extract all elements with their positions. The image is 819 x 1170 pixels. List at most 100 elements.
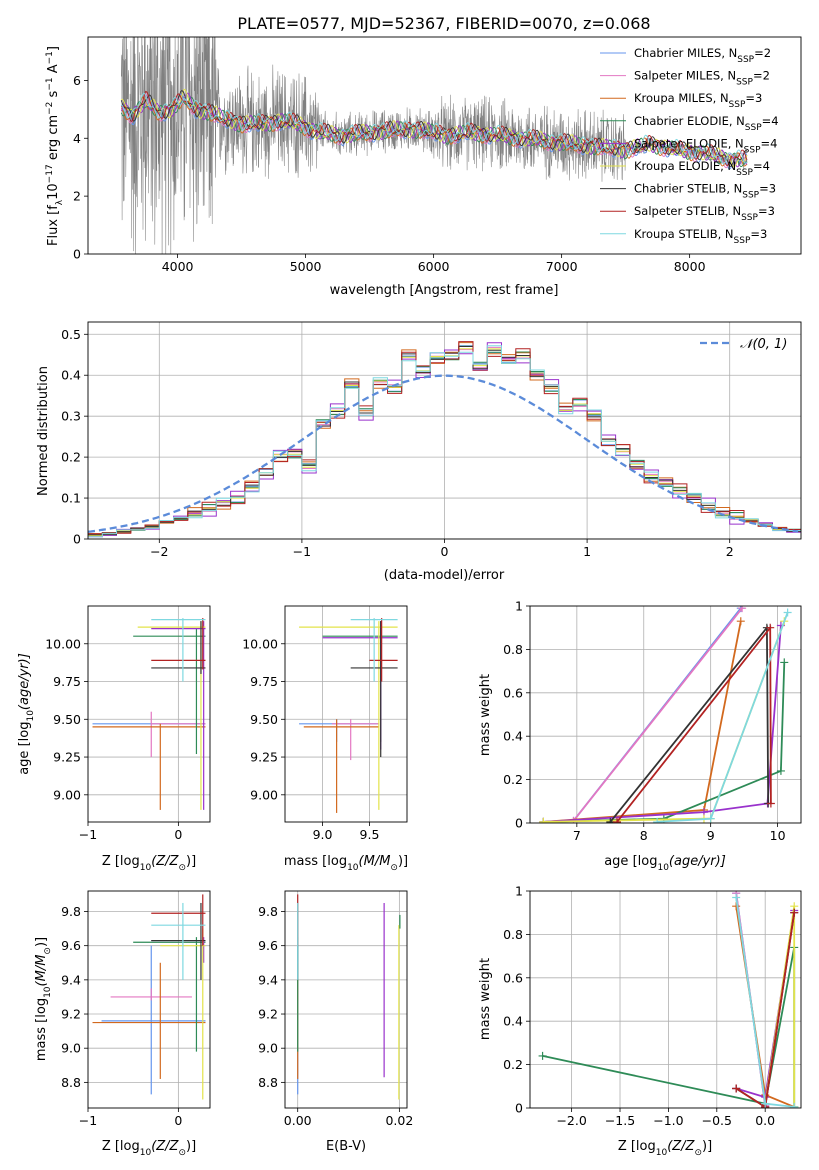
label-part: s xyxy=(46,90,61,101)
x-tick-label: 0 xyxy=(174,1113,182,1128)
label-part: Z [log xyxy=(102,1139,140,1154)
label-part: −2 xyxy=(45,102,55,115)
label-part: 10 xyxy=(656,1148,668,1158)
normal-reference-curve xyxy=(88,374,799,533)
y-axis-label: age [log10(age/yr)] xyxy=(17,653,36,775)
point-marker xyxy=(606,817,615,823)
label-part: SSP xyxy=(744,145,761,155)
y-tick-label: 9.50 xyxy=(53,712,81,727)
y-tick-label: 8.8 xyxy=(61,1075,81,1090)
point-marker xyxy=(732,893,741,902)
x-tick-label: 0 xyxy=(174,827,182,842)
point-marker xyxy=(790,908,799,917)
y-tick-label: 0.8 xyxy=(503,927,523,942)
x-axis-label: (data-model)/error xyxy=(384,568,505,583)
y-tick-label: 0 xyxy=(515,1101,523,1116)
label-part: 10 xyxy=(43,986,53,998)
x-axis-label: age [log10(age/yr)] xyxy=(604,854,726,873)
x-tick-label: −1 xyxy=(293,544,311,559)
y-tick-label: 10.00 xyxy=(45,636,81,651)
y-tick-label: 0 xyxy=(515,816,523,831)
plot-area xyxy=(530,606,801,823)
axes-frame xyxy=(87,890,211,1109)
axes-residuals: −2 −1 0 1 2 0 0.1 0.2 0.3 0.4 0.5 𝒩(0, 1) (data-mode… xyxy=(36,321,802,583)
legend-label: Chabrier MILES, NSSP=2 xyxy=(634,46,771,65)
plot-area xyxy=(285,606,407,822)
label-part: age [log xyxy=(604,854,657,869)
label-part: )] xyxy=(702,1139,712,1154)
legend-label: Chabrier STELIB, NSSP=3 xyxy=(634,182,776,201)
label-part: λ xyxy=(55,199,65,205)
mass-weight-line xyxy=(543,662,786,823)
x-tick-label: −1 xyxy=(79,827,97,842)
mass-weight-line xyxy=(543,625,782,823)
label-part: Z [log xyxy=(102,854,140,869)
label-part: Kroupa ELODIE, N xyxy=(634,159,736,173)
model-spectrum xyxy=(121,90,748,166)
y-tick-label: 9.6 xyxy=(61,938,81,953)
y-tick-label: 0.2 xyxy=(503,772,523,787)
label-part: Salpeter ELODIE, N xyxy=(634,136,744,150)
histogram-series xyxy=(88,345,801,538)
y-tick-label: 0 xyxy=(73,247,81,262)
y-tick-label: 0.4 xyxy=(503,1014,523,1029)
y-tick-label: 0.2 xyxy=(61,450,81,465)
y-tick-label: 9.2 xyxy=(61,1007,81,1022)
x-tick-label: 1 xyxy=(583,544,591,559)
y-tick-label: 9.4 xyxy=(258,972,278,987)
point-marker xyxy=(736,617,745,626)
axes-frame xyxy=(529,890,802,1109)
x-tick-label: 5000 xyxy=(290,259,322,274)
legend-label: Salpeter MILES, NSSP=2 xyxy=(634,69,770,88)
y-axis-label: mass weight xyxy=(478,958,493,1040)
histogram-series xyxy=(88,341,801,535)
plot-area xyxy=(120,37,748,254)
label-part: 10 xyxy=(347,863,359,873)
label-part: Chabrier STELIB, N xyxy=(634,182,742,196)
x-tick-label: 0 xyxy=(441,544,449,559)
label-part: (age/yr)] xyxy=(669,854,726,869)
label-part: 10 xyxy=(46,183,61,200)
point-marker xyxy=(783,608,792,617)
x-tick-label: 4000 xyxy=(162,259,194,274)
label-part: )] xyxy=(186,854,196,869)
x-tick-label: 7000 xyxy=(546,259,578,274)
x-tick-label: −1.0 xyxy=(653,1113,683,1128)
legend-label: 𝒩(0, 1) xyxy=(740,337,787,352)
x-tick-label: 7 xyxy=(573,828,581,843)
figure-title: PLATE=0577, MJD=52367, FIBERID=0070, z=0… xyxy=(237,14,650,33)
point-marker xyxy=(653,817,662,823)
y-tick-label: 9.8 xyxy=(61,904,81,919)
x-tick-label: −1.5 xyxy=(605,1113,635,1128)
axes-frame xyxy=(87,605,211,823)
y-axis-label: Flux [fλ10−17 erg cm−2 s−1 A−1] xyxy=(45,46,65,246)
y-tick-label: 9.6 xyxy=(258,938,278,953)
x-tick-label: 10 xyxy=(770,828,786,843)
mass-weight-line xyxy=(616,625,772,823)
label-part: (Z/Z xyxy=(667,1139,695,1154)
x-axis-label: E(B-V) xyxy=(326,1139,366,1154)
y-tick-label: 9.0 xyxy=(61,1041,81,1056)
y-tick-label: 9.00 xyxy=(53,787,81,802)
y-tick-label: 0.2 xyxy=(503,1057,523,1072)
y-tick-label: 9.75 xyxy=(53,674,81,689)
x-tick-label: 9.5 xyxy=(360,827,380,842)
axes-frame xyxy=(529,605,802,824)
label-part: =3 xyxy=(750,227,767,241)
mass-weight-line xyxy=(543,621,742,823)
x-tick-label: 8000 xyxy=(674,259,706,274)
y-tick-label: 10.00 xyxy=(242,636,278,651)
label-part: mass [log xyxy=(34,998,49,1061)
y-tick-label: 9.0 xyxy=(258,1041,278,1056)
label-part: =3 xyxy=(758,204,775,218)
x-axis-label: wavelength [Angstrom, rest frame] xyxy=(330,283,559,298)
label-part: =3 xyxy=(759,182,776,196)
label-part: =4 xyxy=(753,159,770,173)
x-tick-label: −2 xyxy=(150,544,168,559)
spectrum-legend: Chabrier MILES, NSSP=2 Salpeter MILES, NS… xyxy=(600,46,779,246)
y-tick-label: 0.6 xyxy=(503,970,523,985)
y-tick-label: 9.25 xyxy=(53,750,81,765)
label-part: 10 xyxy=(657,863,669,873)
point-marker xyxy=(612,817,621,823)
label-part: ⊙ xyxy=(694,1148,702,1158)
